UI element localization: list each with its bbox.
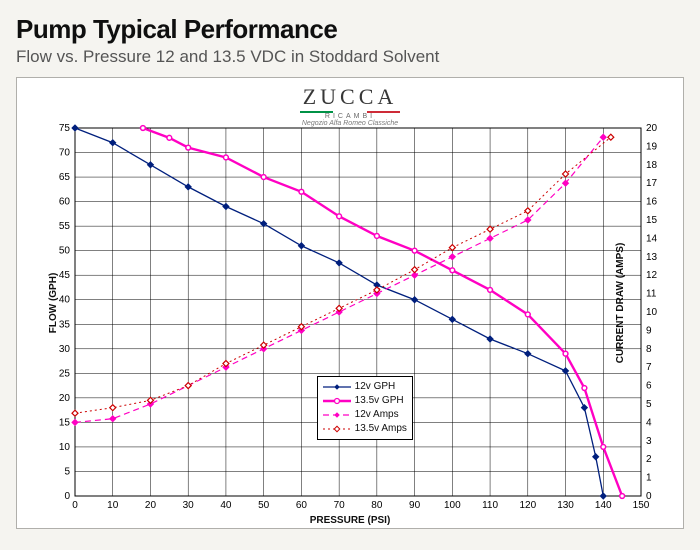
svg-text:0: 0 (72, 500, 78, 511)
svg-text:1: 1 (646, 473, 652, 484)
svg-text:50: 50 (258, 500, 270, 511)
svg-text:6: 6 (646, 381, 652, 392)
svg-text:70: 70 (334, 500, 346, 511)
svg-text:20: 20 (646, 123, 658, 134)
legend-swatch (323, 381, 351, 393)
page-subtitle: Flow vs. Pressure 12 and 13.5 VDC in Sto… (16, 47, 684, 67)
legend-label: 13.5v Amps (355, 422, 407, 436)
svg-text:40: 40 (220, 500, 232, 511)
svg-text:100: 100 (444, 500, 461, 511)
legend-swatch (323, 395, 351, 407)
svg-text:17: 17 (646, 178, 658, 189)
y2-axis-label: CURRENT DRAW (AMPS) (615, 243, 626, 364)
svg-text:60: 60 (296, 500, 308, 511)
svg-text:10: 10 (59, 442, 71, 453)
legend-label: 13.5v GPH (355, 394, 404, 408)
svg-text:25: 25 (59, 368, 71, 379)
page-root: Pump Typical Performance Flow vs. Pressu… (0, 0, 700, 550)
svg-text:35: 35 (59, 319, 71, 330)
legend-row: 12v Amps (323, 408, 407, 422)
x-axis-label: PRESSURE (PSI) (17, 515, 683, 526)
legend-row: 13.5v Amps (323, 422, 407, 436)
svg-text:5: 5 (64, 466, 70, 477)
svg-text:15: 15 (646, 215, 658, 226)
legend-label: 12v Amps (355, 408, 399, 422)
svg-text:12: 12 (646, 270, 658, 281)
svg-text:0: 0 (646, 491, 652, 502)
page-title: Pump Typical Performance (16, 14, 684, 45)
svg-text:30: 30 (59, 344, 71, 355)
svg-text:7: 7 (646, 362, 652, 373)
svg-text:18: 18 (646, 160, 658, 171)
svg-text:70: 70 (59, 148, 71, 159)
svg-text:55: 55 (59, 221, 71, 232)
svg-text:20: 20 (145, 500, 157, 511)
svg-text:90: 90 (409, 500, 421, 511)
svg-text:20: 20 (59, 393, 71, 404)
svg-text:16: 16 (646, 197, 658, 208)
svg-text:65: 65 (59, 172, 71, 183)
svg-text:10: 10 (107, 500, 119, 511)
svg-text:9: 9 (646, 325, 652, 336)
svg-text:5: 5 (646, 399, 652, 410)
svg-text:11: 11 (646, 289, 657, 300)
legend-swatch (323, 409, 351, 421)
svg-text:0: 0 (64, 491, 70, 502)
svg-text:40: 40 (59, 295, 71, 306)
svg-text:50: 50 (59, 246, 71, 257)
svg-text:15: 15 (59, 417, 71, 428)
svg-text:14: 14 (646, 233, 658, 244)
svg-text:8: 8 (646, 344, 652, 355)
svg-text:60: 60 (59, 197, 71, 208)
svg-text:110: 110 (482, 500, 498, 511)
svg-text:3: 3 (646, 436, 652, 447)
svg-text:130: 130 (557, 500, 574, 511)
chart-svg: 0102030405060708090100110120130140150051… (17, 78, 683, 528)
legend-label: 12v GPH (355, 380, 396, 394)
svg-text:13: 13 (646, 252, 658, 263)
svg-text:2: 2 (646, 454, 652, 465)
y-axis-label: FLOW (GPH) (48, 273, 59, 334)
svg-text:4: 4 (646, 417, 652, 428)
svg-text:75: 75 (59, 123, 71, 134)
legend-row: 13.5v GPH (323, 394, 407, 408)
svg-text:19: 19 (646, 141, 658, 152)
svg-text:30: 30 (183, 500, 195, 511)
svg-text:45: 45 (59, 270, 71, 281)
svg-text:10: 10 (646, 307, 658, 318)
chart-frame: ZUCCA RICAMBI Negozio Alfa Romeo Classic… (16, 77, 684, 529)
svg-text:140: 140 (595, 500, 612, 511)
svg-text:120: 120 (519, 500, 536, 511)
chart-legend: 12v GPH13.5v GPH12v Amps13.5v Amps (317, 376, 413, 440)
svg-text:80: 80 (371, 500, 383, 511)
legend-row: 12v GPH (323, 380, 407, 394)
legend-swatch (323, 423, 351, 435)
